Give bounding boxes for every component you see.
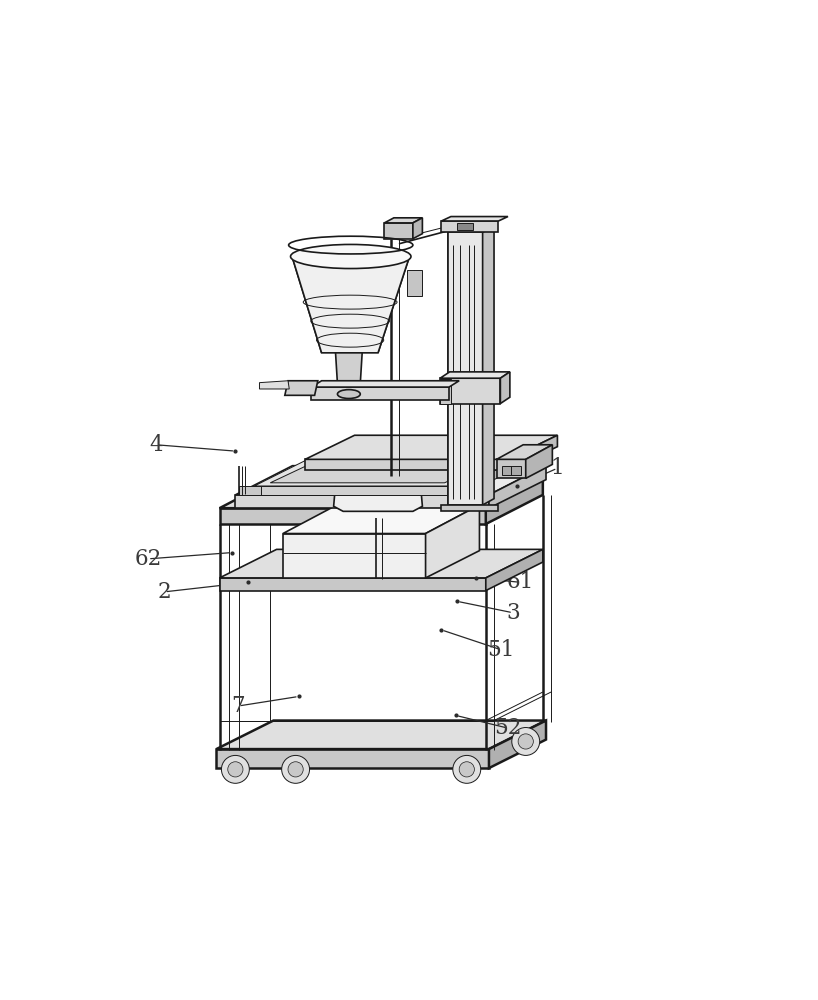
Polygon shape [464,461,515,495]
Polygon shape [483,226,494,505]
Polygon shape [486,478,543,524]
Text: 1: 1 [551,457,564,479]
Polygon shape [270,462,489,483]
Polygon shape [283,505,479,534]
Polygon shape [312,381,459,387]
Polygon shape [305,459,508,470]
Circle shape [518,734,533,749]
Polygon shape [283,534,425,578]
Polygon shape [219,508,486,524]
Polygon shape [457,223,473,230]
Circle shape [459,762,474,777]
Text: 3: 3 [506,602,520,624]
Polygon shape [239,486,261,495]
Circle shape [281,755,309,783]
Polygon shape [384,223,413,239]
Polygon shape [219,549,543,578]
Circle shape [222,755,249,783]
Polygon shape [305,435,557,459]
Polygon shape [447,232,483,505]
Polygon shape [254,461,515,486]
Text: 7: 7 [231,695,245,717]
Polygon shape [489,466,546,508]
Text: 52: 52 [494,717,522,739]
Circle shape [512,728,540,755]
Polygon shape [501,372,510,404]
Text: 62: 62 [134,548,162,570]
Polygon shape [425,505,479,578]
Polygon shape [526,445,552,478]
Polygon shape [413,218,422,239]
Polygon shape [407,270,422,296]
Polygon shape [497,445,552,459]
Polygon shape [447,232,457,505]
Polygon shape [259,381,290,389]
Ellipse shape [337,461,420,480]
Polygon shape [508,435,557,470]
Ellipse shape [338,390,360,398]
Ellipse shape [290,244,411,269]
Polygon shape [440,372,510,378]
Text: 61: 61 [507,571,534,593]
Text: 51: 51 [487,639,514,661]
Polygon shape [254,486,464,495]
Polygon shape [285,381,317,395]
Polygon shape [442,217,508,221]
Polygon shape [312,387,449,400]
Polygon shape [219,578,486,591]
Polygon shape [501,466,521,475]
Polygon shape [236,495,489,508]
Polygon shape [216,749,489,768]
Polygon shape [334,470,422,511]
Polygon shape [219,478,543,508]
Text: 2: 2 [158,581,171,603]
Polygon shape [236,466,546,495]
Polygon shape [442,505,498,511]
Polygon shape [216,721,546,749]
Polygon shape [497,459,526,478]
Text: 4: 4 [150,434,163,456]
Circle shape [453,755,481,783]
Polygon shape [384,218,422,223]
Polygon shape [293,258,409,353]
Polygon shape [335,353,362,394]
Polygon shape [440,378,501,404]
Polygon shape [486,549,543,591]
Circle shape [288,762,303,777]
Polygon shape [489,721,546,768]
Polygon shape [442,221,498,232]
Circle shape [227,762,243,777]
Polygon shape [440,379,451,404]
